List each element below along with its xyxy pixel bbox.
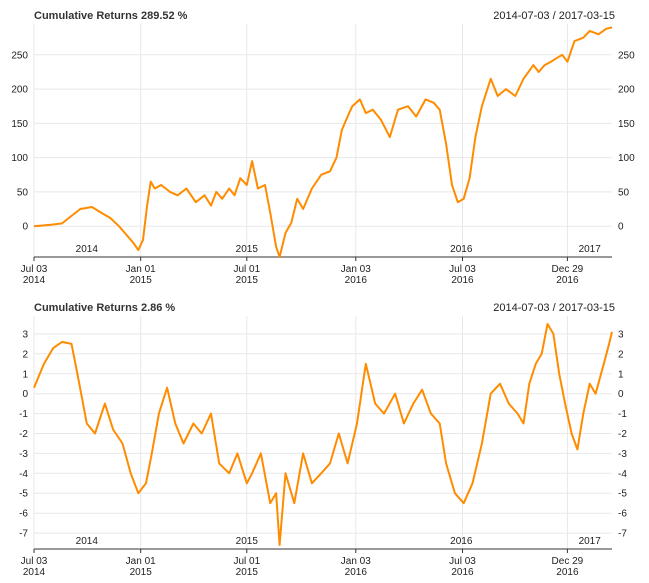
y-tick-label-right: -5 — [618, 489, 627, 500]
x-tick-year-label: 2014 — [23, 275, 46, 286]
x-tick-label: Jan 03 — [341, 556, 371, 567]
x-tick-label: Jul 01 — [233, 264, 260, 275]
x-tick-year-label: 2016 — [345, 275, 368, 286]
y-tick-label-left: 100 — [11, 153, 28, 164]
y-tick-label-left: -3 — [19, 449, 28, 460]
y-tick-label-left: -6 — [19, 509, 28, 520]
y-tick-label-right: 150 — [618, 119, 635, 130]
year-label: 2016 — [450, 536, 473, 547]
series-line — [33, 26, 613, 258]
y-tick-label-right: -1 — [618, 409, 627, 420]
year-label: 2014 — [76, 536, 99, 547]
x-tick-year-label: 2016 — [556, 567, 579, 578]
y-tick-label-left: 1 — [22, 369, 28, 380]
x-tick-label: Jan 01 — [126, 264, 156, 275]
x-tick-label: Jul 03 — [449, 264, 476, 275]
y-tick-label-left: 0 — [22, 222, 28, 233]
y-tick-label-left: -4 — [19, 469, 28, 480]
y-tick-label-right: 100 — [618, 153, 635, 164]
chart-title: Cumulative Returns 289.52 % — [34, 10, 188, 22]
y-tick-label-left: -1 — [19, 409, 28, 420]
y-tick-label-left: 2 — [22, 349, 28, 360]
x-tick-year-label: 2014 — [23, 567, 46, 578]
x-tick-year-label: 2015 — [130, 567, 153, 578]
y-tick-label-right: 1 — [618, 369, 624, 380]
x-tick-year-label: 2016 — [451, 275, 474, 286]
series-line — [33, 323, 613, 546]
y-tick-label-right: 0 — [618, 389, 624, 400]
year-label: 2016 — [450, 244, 473, 255]
y-tick-label-left: 200 — [11, 85, 28, 96]
y-tick-label-right: 3 — [618, 329, 624, 340]
x-tick-label: Jul 03 — [449, 556, 476, 567]
y-tick-label-left: 0 — [22, 389, 28, 400]
y-tick-label-right: 250 — [618, 50, 635, 61]
x-tick-year-label: 2015 — [236, 567, 259, 578]
y-tick-label-left: 3 — [22, 329, 28, 340]
chart-bottom: 3 3 2 2 1 1 0 0 -1 -1 -2 -2 -3 -3 -4 -4 -5 -5 -6 -6 -7 -7 2014… — [0, 292, 649, 582]
y-tick-label-right: -6 — [618, 509, 627, 520]
year-label: 2017 — [579, 536, 602, 547]
y-tick-label-right: 2 — [618, 349, 624, 360]
x-tick-year-label: 2016 — [451, 567, 474, 578]
y-tick-label-left: -5 — [19, 489, 28, 500]
y-tick-label-left: -2 — [19, 429, 28, 440]
date-range: 2014-07-03 / 2017-03-15 — [493, 10, 615, 22]
x-tick-label: Jul 03 — [21, 556, 48, 567]
y-tick-label-right: -4 — [618, 469, 627, 480]
chart-top: 0 0 50 50 100 100 150 150 200 200 250 250 2014 2015 20… — [0, 0, 649, 290]
x-tick-label: Jan 01 — [126, 556, 156, 567]
x-tick-label: Jan 03 — [341, 264, 371, 275]
chart-top-svg: 0 0 50 50 100 100 150 150 200 200 250 250 2014 2015 20… — [11, 24, 635, 286]
y-tick-label-left: -7 — [19, 529, 28, 540]
x-tick-year-label: 2016 — [345, 567, 368, 578]
y-tick-label-right: -7 — [618, 529, 627, 540]
y-tick-label-right: 0 — [618, 222, 624, 233]
x-tick-year-label: 2016 — [556, 275, 579, 286]
x-tick-label: Jul 03 — [21, 264, 48, 275]
chart-bottom-svg: 3 3 2 2 1 1 0 0 -1 -1 -2 -2 -3 -3 -4 -4 -5 -5 -6 -6 -7 -7 2014… — [19, 316, 627, 578]
year-label: 2015 — [236, 536, 259, 547]
x-tick-label: Jul 01 — [233, 556, 260, 567]
date-range: 2014-07-03 / 2017-03-15 — [493, 302, 615, 314]
x-tick-year-label: 2015 — [130, 275, 153, 286]
y-tick-label-left: 50 — [17, 187, 29, 198]
y-tick-label-right: 50 — [618, 187, 630, 198]
y-tick-label-right: -2 — [618, 429, 627, 440]
chart-title: Cumulative Returns 2.86 % — [34, 302, 176, 314]
y-tick-label-right: 200 — [618, 85, 635, 96]
year-label: 2015 — [236, 244, 259, 255]
y-tick-label-left: 250 — [11, 50, 28, 61]
x-tick-label: Dec 29 — [552, 264, 584, 275]
y-tick-label-left: 150 — [11, 119, 28, 130]
x-tick-label: Dec 29 — [552, 556, 584, 567]
year-label: 2014 — [76, 244, 99, 255]
year-label: 2017 — [579, 244, 602, 255]
y-tick-label-right: -3 — [618, 449, 627, 460]
x-tick-year-label: 2015 — [236, 275, 259, 286]
